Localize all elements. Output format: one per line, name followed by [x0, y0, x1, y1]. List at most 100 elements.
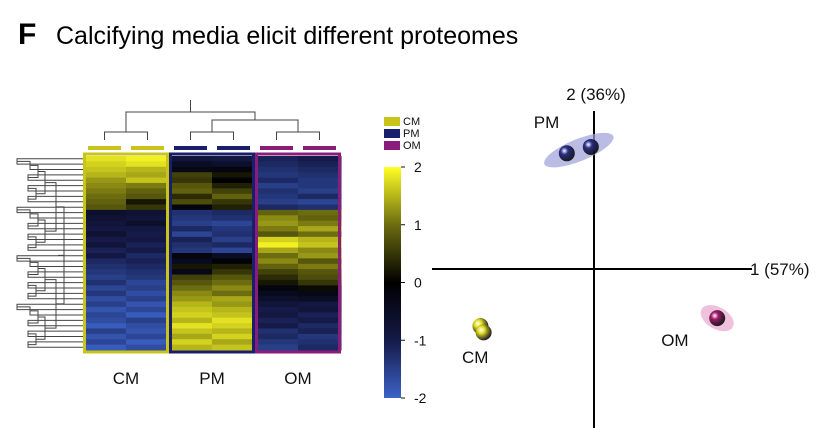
heatmap-cell — [169, 317, 213, 324]
heatmap-cell — [126, 231, 170, 238]
heatmap-cell — [169, 231, 213, 238]
heatmap-cell — [298, 323, 342, 329]
row-dendrogram — [16, 158, 83, 348]
pca-group-cm: CM — [462, 318, 492, 367]
heatmap-cell — [169, 285, 213, 292]
heatmap-cell — [126, 296, 170, 302]
heatmap-cell — [83, 172, 127, 179]
heatmap-cell — [298, 253, 342, 259]
heatmap-cell — [255, 231, 299, 238]
heatmap-cell — [126, 317, 170, 324]
heatmap-cell — [126, 285, 170, 292]
heatmap-cell — [126, 263, 170, 270]
heatmap-cell — [83, 263, 127, 270]
heatmap-cell — [212, 263, 256, 270]
heatmap-cell — [83, 226, 127, 232]
legend-label: OM — [403, 140, 421, 152]
heatmap-cell — [255, 258, 299, 265]
colorbar: 2 1 0 -1 -2 — [384, 159, 427, 406]
legend-label: CM — [403, 116, 420, 128]
heatmap-cell — [83, 296, 127, 302]
heatmap-cell — [83, 156, 127, 162]
heatmap-cell — [255, 296, 299, 302]
heatmap-cell — [126, 247, 170, 254]
heatmap-cell — [126, 328, 170, 335]
group-frames — [83, 152, 341, 354]
heatmap-cell — [83, 312, 127, 319]
heatmap-cell — [169, 296, 213, 302]
heatmap-cell — [83, 204, 127, 211]
heatmap-cell — [83, 258, 127, 265]
heatmap-cell — [298, 182, 342, 189]
heatmap-cell — [83, 317, 127, 324]
heatmap-cell — [298, 339, 342, 346]
heatmap-cell — [169, 166, 213, 173]
dendrogram-branch — [28, 236, 37, 249]
heatmap-cell — [83, 344, 127, 351]
heatmap-cell — [255, 161, 299, 168]
heatmap-cell — [212, 312, 256, 319]
heatmap-cell — [212, 172, 256, 179]
heatmap-cell — [169, 204, 213, 211]
group-frame-om — [255, 152, 341, 354]
heatmap-cell — [212, 339, 256, 346]
heatmap-cell — [298, 258, 342, 265]
heatmap-cell — [212, 215, 256, 222]
heatmap-cell — [83, 231, 127, 238]
heatmap-cell — [212, 188, 256, 195]
heatmap-cell — [83, 215, 127, 222]
heatmap-cell — [212, 328, 256, 335]
dendrogram-branch — [17, 209, 83, 219]
heatmap-cell — [126, 193, 170, 200]
heatmap-cell — [83, 209, 127, 216]
heatmap-cell — [126, 312, 170, 319]
dendrogram-branch — [104, 131, 148, 140]
heatmap-cell — [83, 247, 127, 254]
heatmap-cell — [169, 333, 213, 340]
heatmap-cell — [298, 247, 342, 254]
heatmap-cell — [169, 193, 213, 200]
group-color-bar — [131, 146, 164, 150]
group-color-bar — [303, 146, 336, 150]
heatmap-cell — [255, 215, 299, 222]
group-color-bar — [217, 146, 250, 150]
heatmap-cell — [83, 274, 127, 281]
data-point — [709, 310, 726, 327]
heatmap-cell — [126, 161, 170, 168]
heatmap-cell — [83, 161, 127, 168]
heatmap-cell — [169, 220, 213, 227]
legend-swatch-pm — [384, 129, 400, 138]
dendrogram-branch — [211, 119, 299, 132]
heatmap-cell — [298, 333, 342, 340]
heatmap-cell — [298, 156, 342, 162]
heatmap-cell — [255, 290, 299, 297]
heatmap-cell — [169, 226, 213, 232]
heatmap-cell — [126, 209, 170, 216]
group-color-bar — [174, 146, 207, 150]
heatmap-cell — [255, 182, 299, 189]
heatmap-cell — [255, 236, 299, 243]
heatmap-cell — [212, 220, 256, 227]
group-label: PM — [199, 369, 225, 388]
heatmap-cell — [126, 323, 170, 329]
column-dendrogram — [104, 100, 320, 140]
heatmap-cell — [169, 209, 213, 216]
heatmap-cell — [255, 328, 299, 335]
heatmap-cell — [83, 182, 127, 189]
pca-plot: 1 (57%) 2 (36%) PM CM OM — [432, 85, 810, 428]
heatmap-cell — [298, 242, 342, 249]
heatmap-cell — [83, 220, 127, 227]
data-point — [582, 138, 599, 155]
group-color-bar — [88, 146, 121, 150]
heatmap-cell — [298, 172, 342, 179]
heatmap-cell — [83, 188, 127, 195]
heatmap-cell — [212, 306, 256, 313]
heatmap-cell — [169, 269, 213, 276]
heatmap-cell — [83, 290, 127, 297]
panel-letter: F — [18, 18, 36, 51]
heatmap-cell — [212, 323, 256, 329]
heatmap-cell — [255, 253, 299, 259]
panel-title: Calcifying media elicit different proteo… — [56, 22, 518, 50]
heatmap-cell — [212, 301, 256, 308]
dendrogram-branch — [28, 284, 37, 297]
